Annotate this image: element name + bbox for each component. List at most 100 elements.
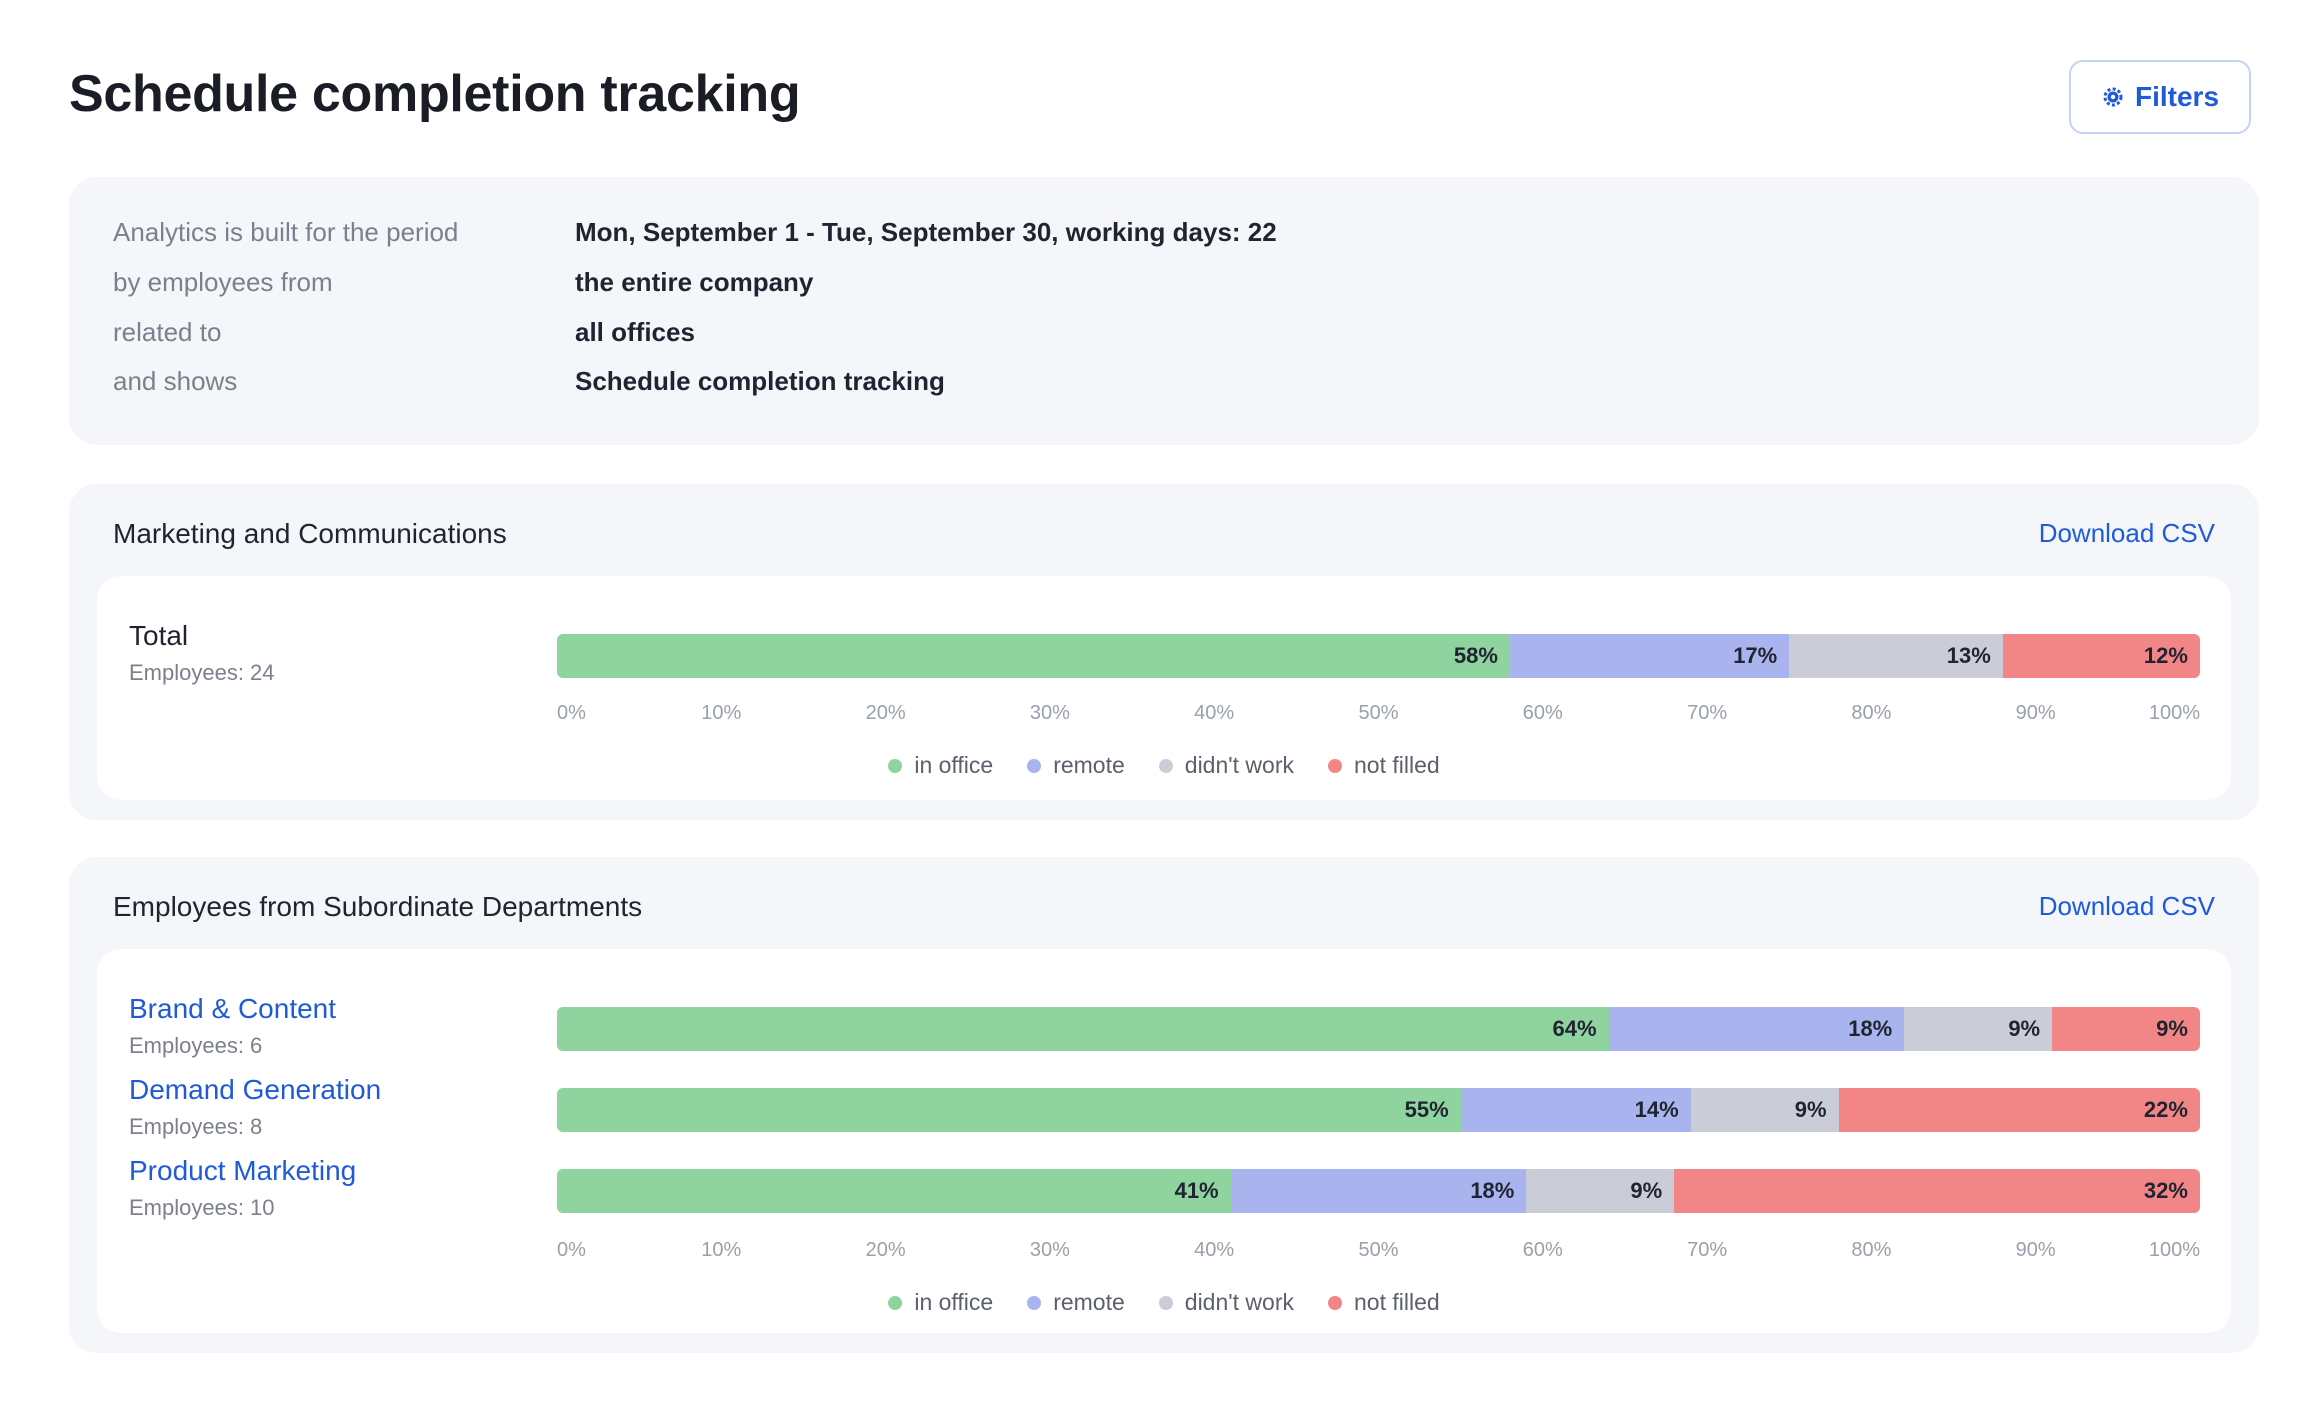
info-row-shows: and shows Schedule completion tracking	[113, 366, 945, 406]
axis-tick-label: 50%	[1358, 1239, 1399, 1261]
legend-label: remote	[1053, 1289, 1125, 1315]
segment-not-filled: 32%	[1674, 1169, 2200, 1213]
legend-label: not filled	[1354, 752, 1440, 778]
legend-label: not filled	[1354, 1289, 1440, 1315]
segment-remote: 18%	[1608, 1007, 1905, 1051]
info-value: Mon, September 1 - Tue, September 30, wo…	[575, 217, 1277, 247]
axis-tick-label: 20%	[865, 1239, 906, 1261]
department-link-product-marketing[interactable]: Product Marketing	[129, 1155, 357, 1186]
legend-label: remote	[1053, 752, 1125, 778]
segment-not-filled: 12%	[2002, 634, 2200, 678]
info-value: the entire company	[575, 267, 814, 297]
legend-item: in office	[888, 752, 993, 779]
legend-item: didn't work	[1158, 752, 1294, 779]
axis-tick-label: 40%	[1194, 1239, 1235, 1261]
row-employees: Employees: 8	[129, 1114, 263, 1139]
download-csv-link[interactable]: Download CSV	[2038, 891, 2215, 921]
axis-tick-label: 100%	[2148, 702, 2200, 724]
axis-tick-label: 70%	[1687, 702, 1728, 724]
axis-tick-label: 80%	[1851, 1239, 1892, 1261]
departments-chart-panel: Brand & Content Employees: 6 64% 18% 9% 9% …	[97, 949, 2231, 1333]
page-header: Schedule completion tracking Filters	[69, 60, 2251, 134]
department-link-brand-content[interactable]: Brand & Content	[129, 993, 337, 1024]
gear-icon	[2103, 87, 2123, 107]
segment-didnt-work: 13%	[1789, 634, 2003, 678]
legend-dot-icon	[1158, 758, 1173, 773]
legend-item: remote	[1027, 752, 1125, 779]
legend-dot-icon	[888, 1295, 903, 1310]
legend-item: not filled	[1328, 1289, 1440, 1316]
axis-tick-label: 60%	[1522, 702, 1563, 724]
segment-remote: 14%	[1460, 1088, 1691, 1132]
legend: in office remote didn't work not filled	[97, 1289, 2231, 1316]
segment-didnt-work: 9%	[1690, 1088, 1839, 1132]
segment-remote: 17%	[1509, 634, 1790, 678]
legend-dot-icon	[1027, 1295, 1042, 1310]
download-csv-link[interactable]: Download CSV	[2038, 518, 2215, 548]
segment-in-office: 64%	[557, 1007, 1609, 1051]
row-employees: Employees: 6	[129, 1033, 263, 1058]
section-title: Employees from Subordinate Departments	[113, 891, 643, 922]
page-title: Schedule completion tracking	[69, 65, 801, 123]
x-axis: 0% 10% 20% 30% 40% 50% 60% 70% 80% 90% 100%	[557, 1239, 2200, 1263]
total-chart-panel: Total Employees: 24 58% 17% 13% 12% 0% 10% 20…	[97, 576, 2231, 800]
axis-tick-label: 90%	[2015, 1239, 2056, 1261]
info-label: Analytics is built for the period	[113, 217, 459, 247]
info-value: Schedule completion tracking	[575, 366, 945, 396]
legend-item: remote	[1027, 1289, 1125, 1316]
axis-tick-label: 50%	[1358, 702, 1399, 724]
segment-didnt-work: 9%	[1526, 1169, 1675, 1213]
legend-dot-icon	[1027, 758, 1042, 773]
axis-tick-label: 30%	[1029, 702, 1070, 724]
info-value: all offices	[575, 317, 695, 347]
legend-dot-icon	[1328, 1295, 1342, 1310]
axis-tick-label: 90%	[2015, 702, 2056, 724]
filters-button[interactable]: Filters	[2069, 60, 2251, 134]
segment-in-office: 55%	[557, 1088, 1461, 1132]
row-employees: Employees: 10	[129, 1195, 275, 1220]
info-label: related to	[113, 317, 222, 347]
segment-remote: 18%	[1230, 1169, 1527, 1213]
info-row-period: Analytics is built for the period Mon, S…	[113, 217, 1277, 257]
x-axis: 0% 10% 20% 30% 40% 50% 60% 70% 80% 90% 100%	[557, 702, 2200, 726]
axis-tick-label: 60%	[1522, 1239, 1563, 1261]
segment-in-office: 41%	[557, 1169, 1231, 1213]
segment-not-filled: 22%	[1838, 1088, 2200, 1132]
axis-tick-label: 80%	[1851, 702, 1892, 724]
axis-tick-label: 10%	[701, 702, 742, 724]
legend-item: in office	[888, 1289, 993, 1316]
legend-label: didn't work	[1184, 1289, 1294, 1315]
legend-dot-icon	[888, 758, 903, 773]
stacked-bar: 55% 14% 9% 22%	[557, 1088, 2200, 1132]
axis-tick-label: 40%	[1194, 702, 1235, 724]
legend-label: in office	[914, 752, 994, 778]
stacked-bar: 41% 18% 9% 32%	[557, 1169, 2200, 1213]
marketing-section: Marketing and Communications Download CS…	[69, 484, 2259, 820]
axis-tick-label: 30%	[1029, 1239, 1070, 1261]
axis-tick-label: 20%	[865, 702, 906, 724]
subordinate-section: Employees from Subordinate Departments D…	[69, 857, 2259, 1353]
row-name: Total	[129, 620, 189, 651]
axis-tick-label: 0%	[557, 1239, 586, 1261]
row-employees: Employees: 24	[129, 660, 275, 685]
analytics-summary-card: Analytics is built for the period Mon, S…	[69, 177, 2259, 445]
legend: in office remote didn't work not filled	[97, 752, 2231, 779]
info-row-offices: related to all offices	[113, 317, 695, 357]
info-row-employees: by employees from the entire company	[113, 267, 813, 307]
legend-item: not filled	[1328, 752, 1440, 779]
axis-tick-label: 100%	[2148, 1239, 2200, 1261]
axis-tick-label: 70%	[1687, 1239, 1728, 1261]
segment-didnt-work: 9%	[1904, 1007, 2053, 1051]
legend-label: didn't work	[1184, 752, 1294, 778]
legend-label: in office	[914, 1289, 994, 1315]
info-label: and shows	[113, 366, 238, 396]
section-title: Marketing and Communications	[113, 518, 507, 549]
department-link-demand-generation[interactable]: Demand Generation	[129, 1074, 382, 1105]
axis-tick-label: 10%	[701, 1239, 742, 1261]
legend-item: didn't work	[1158, 1289, 1294, 1316]
segment-not-filled: 9%	[2052, 1007, 2200, 1051]
filters-button-label: Filters	[2134, 81, 2220, 112]
legend-dot-icon	[1328, 758, 1342, 773]
info-label: by employees from	[113, 267, 333, 297]
stacked-bar: 64% 18% 9% 9%	[557, 1007, 2200, 1051]
